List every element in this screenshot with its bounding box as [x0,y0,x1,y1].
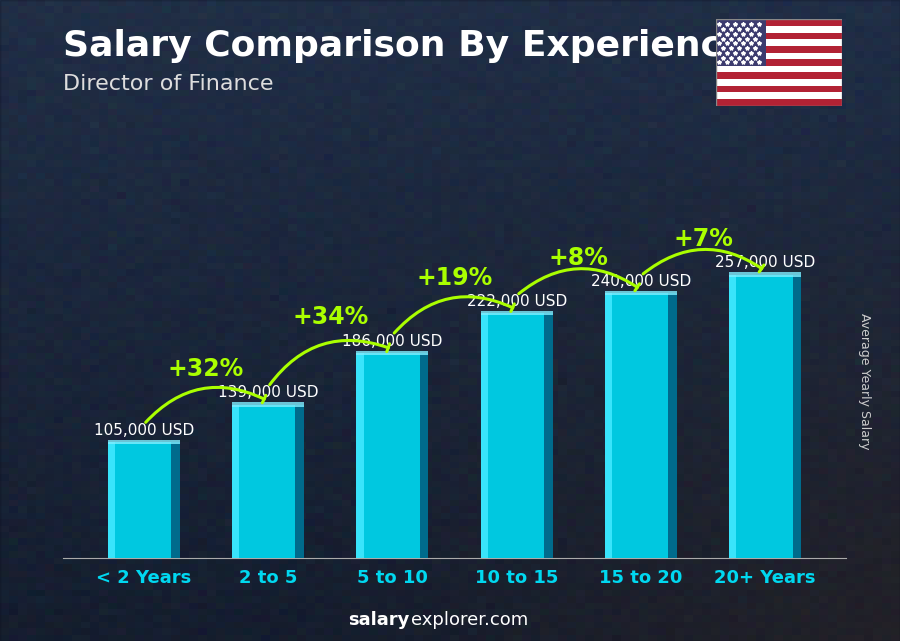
Text: +19%: +19% [417,266,492,290]
Bar [716,59,842,66]
Bar [295,404,304,558]
Text: Average Yearly Salary: Average Yearly Salary [858,313,870,449]
Bar [356,353,428,558]
Bar [481,311,553,315]
Bar [419,353,428,558]
Bar [669,293,677,558]
Bar [171,442,180,558]
Bar [481,313,488,558]
Bar [716,19,766,66]
Text: Salary Comparison By Experience: Salary Comparison By Experience [63,29,746,63]
Bar [605,293,612,558]
Bar [716,99,842,106]
Text: explorer.com: explorer.com [411,611,528,629]
Bar [729,274,736,558]
Bar [232,404,239,558]
Bar [108,442,180,558]
Text: 222,000 USD: 222,000 USD [466,294,567,309]
Text: 139,000 USD: 139,000 USD [218,385,319,400]
Bar [793,274,801,558]
Text: Director of Finance: Director of Finance [63,74,274,94]
Bar [481,313,553,558]
Bar [605,293,677,558]
Bar [605,291,677,296]
Text: salary: salary [348,611,410,629]
Bar [716,26,842,33]
Bar [716,39,842,46]
Bar [108,442,115,558]
Bar [729,272,801,277]
Text: +8%: +8% [549,246,608,270]
Text: +32%: +32% [167,357,244,381]
Text: +7%: +7% [673,228,733,251]
Bar [716,79,842,86]
Bar [716,33,842,39]
Bar [544,313,553,558]
Bar [716,86,842,92]
Bar [232,403,304,406]
Bar [716,66,842,72]
Bar [716,19,842,26]
Text: 257,000 USD: 257,000 USD [716,255,815,271]
Bar [108,440,180,444]
Bar [356,351,428,355]
Bar [716,46,842,53]
Text: 240,000 USD: 240,000 USD [590,274,691,289]
Bar [716,53,842,59]
Bar [232,404,304,558]
Bar [356,353,364,558]
Text: +34%: +34% [292,306,368,329]
Bar [729,274,801,558]
Text: 105,000 USD: 105,000 USD [94,423,194,438]
Bar [716,72,842,79]
Bar [716,92,842,99]
Text: 186,000 USD: 186,000 USD [342,333,443,349]
